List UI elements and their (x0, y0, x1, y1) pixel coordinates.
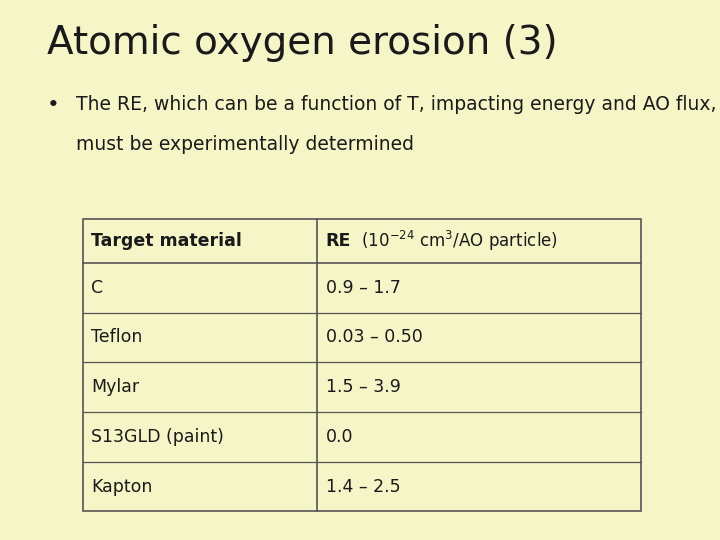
Text: 0.0: 0.0 (325, 428, 354, 446)
Text: •: • (47, 94, 60, 114)
Text: Kapton: Kapton (91, 477, 153, 496)
Bar (83, 219, 641, 511)
Text: C: C (91, 279, 104, 297)
Text: S13GLD (paint): S13GLD (paint) (91, 428, 225, 446)
Text: must be experimentally determined: must be experimentally determined (76, 135, 413, 154)
Text: RE: RE (325, 232, 351, 250)
Text: 1.4 – 2.5: 1.4 – 2.5 (325, 477, 400, 496)
Text: The RE, which can be a function of T, impacting energy and AO flux,: The RE, which can be a function of T, im… (76, 94, 716, 113)
Text: Mylar: Mylar (91, 378, 140, 396)
Text: 1.5 – 3.9: 1.5 – 3.9 (325, 378, 400, 396)
Text: 0.9 – 1.7: 0.9 – 1.7 (325, 279, 400, 297)
Text: 0.03 – 0.50: 0.03 – 0.50 (325, 328, 423, 347)
Text: Teflon: Teflon (91, 328, 143, 347)
Text: (10$^{-24}$ cm$^{3}$/AO particle): (10$^{-24}$ cm$^{3}$/AO particle) (356, 229, 558, 253)
Text: Target material: Target material (91, 232, 243, 250)
Text: Atomic oxygen erosion (3): Atomic oxygen erosion (3) (47, 24, 557, 62)
